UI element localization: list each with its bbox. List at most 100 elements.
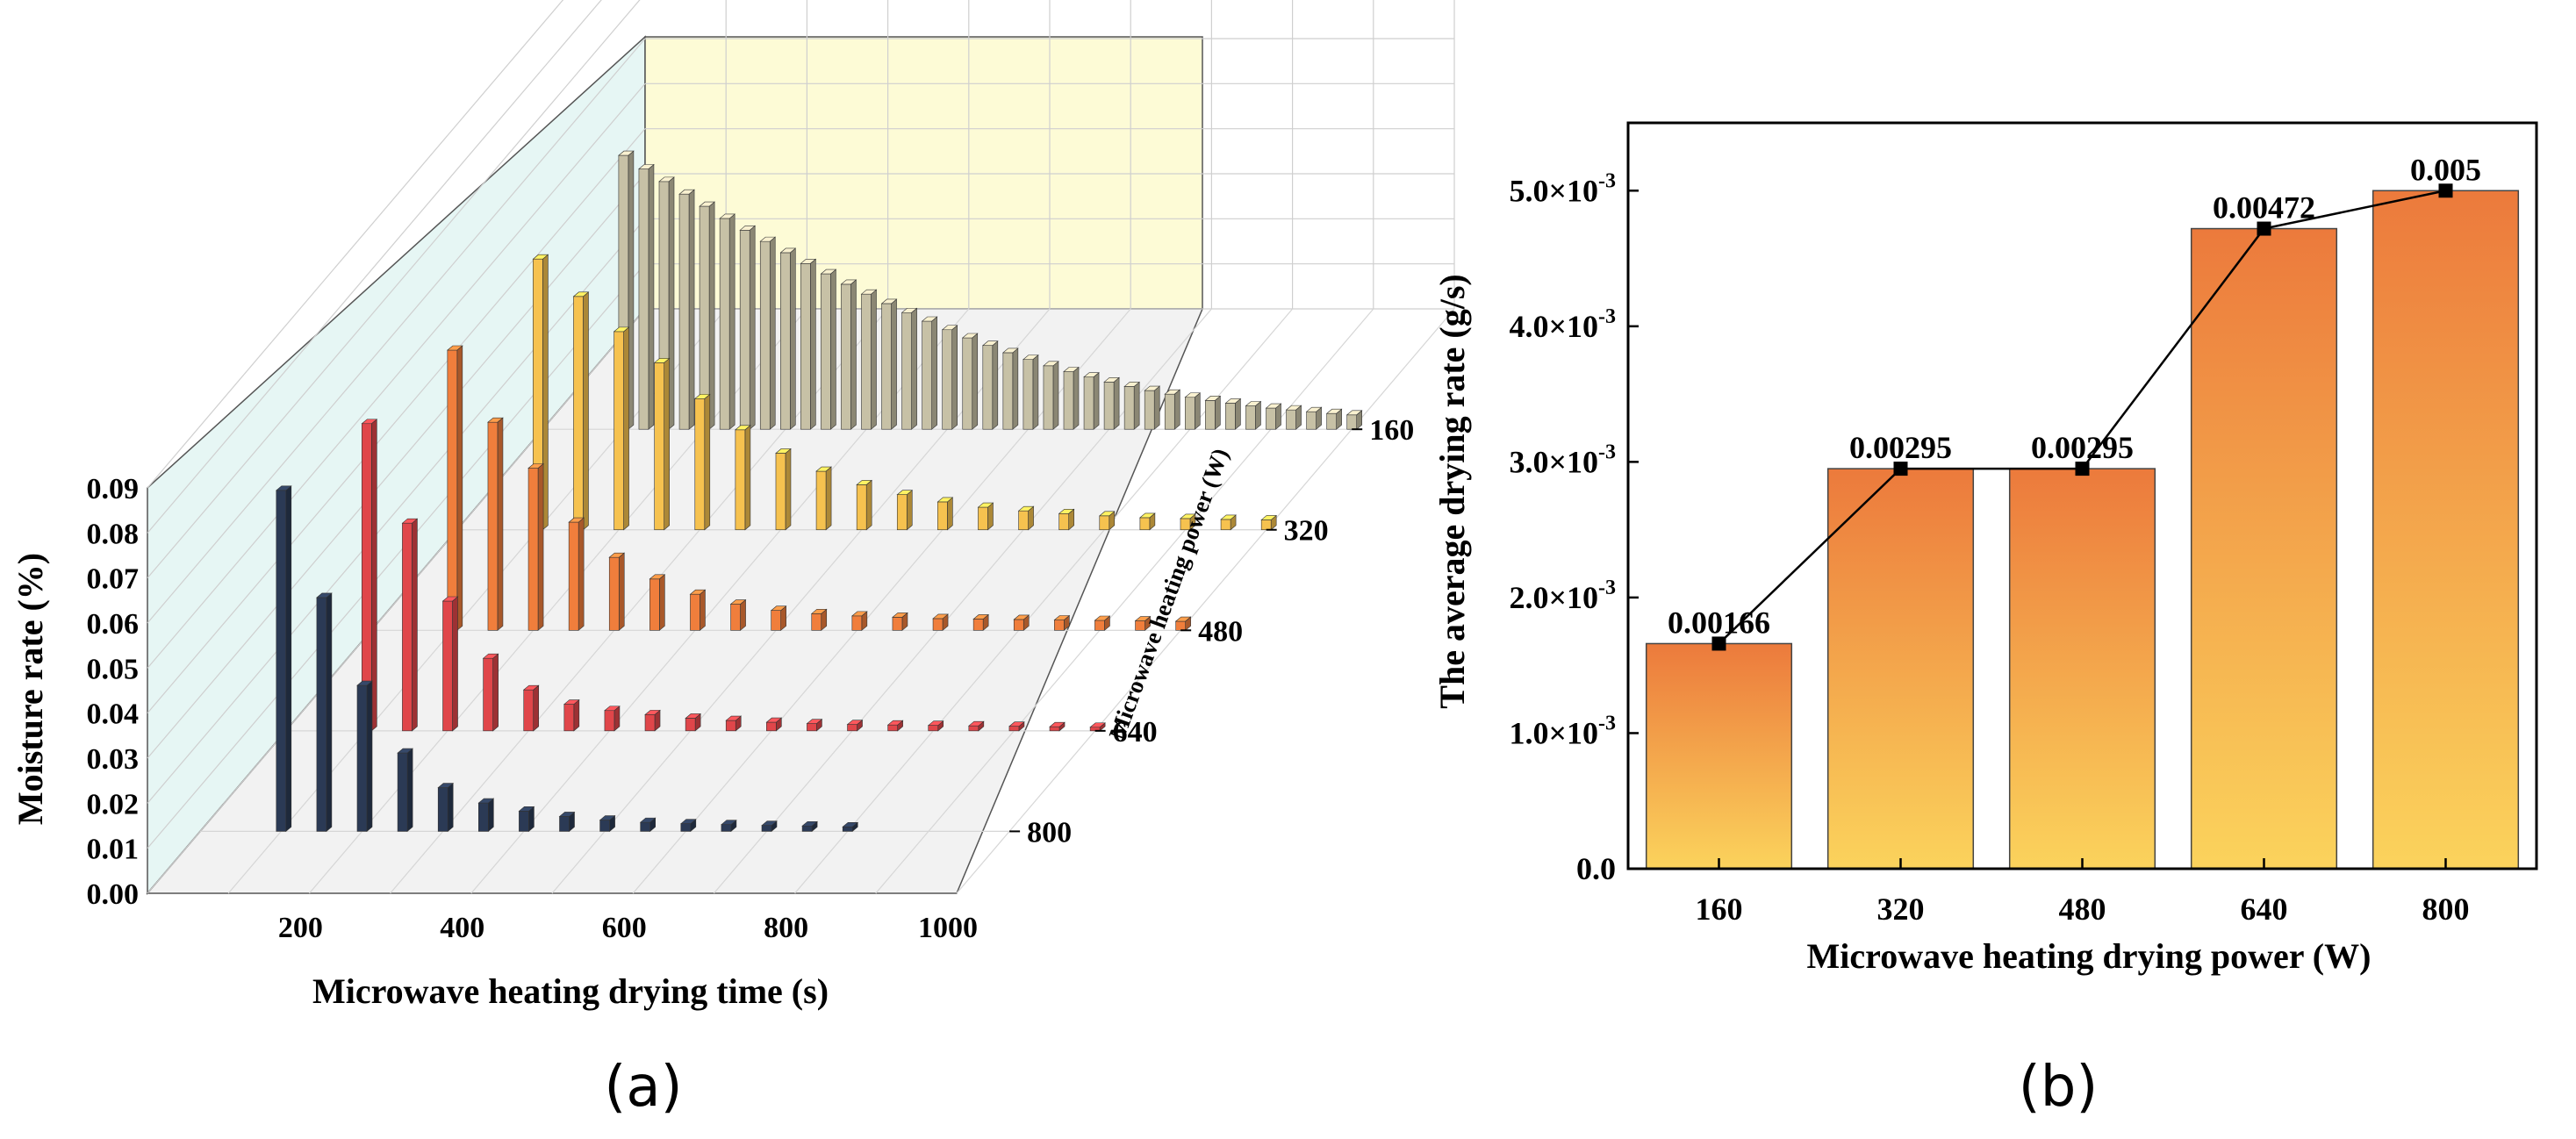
bar-top <box>532 254 549 260</box>
bar-front <box>568 521 579 631</box>
bar-top <box>1184 392 1202 398</box>
bar-top <box>1008 721 1025 727</box>
bar-3d <box>761 820 778 833</box>
bar-side <box>623 326 629 531</box>
bar-top <box>649 574 666 580</box>
bar-3d <box>1094 615 1111 631</box>
bar-top <box>1013 614 1030 620</box>
bar-side <box>488 798 494 833</box>
bar-side <box>992 340 999 430</box>
bar <box>2190 227 2338 870</box>
bar-front <box>1326 412 1337 430</box>
z-tick-label: 480 <box>1198 615 1243 648</box>
bar-top <box>1180 513 1196 519</box>
bar-top <box>361 419 378 425</box>
bar-3d <box>880 298 898 430</box>
bar-top <box>1204 396 1222 401</box>
bar-3d <box>981 340 999 430</box>
bar-3d <box>820 269 837 430</box>
bar-top <box>856 480 873 485</box>
x-tick-label: 200 <box>278 912 323 944</box>
bar-3d <box>518 806 535 833</box>
bar-front <box>523 689 535 732</box>
bar-front <box>811 613 822 631</box>
bar-front <box>901 312 912 430</box>
bar-front <box>842 826 853 832</box>
bar-top <box>441 596 459 602</box>
bar-3d <box>1123 381 1140 430</box>
gridline <box>147 0 564 489</box>
bar-top <box>981 340 999 347</box>
bar-front <box>1063 371 1074 430</box>
bar-3d <box>401 518 419 732</box>
bar-side <box>1052 361 1059 430</box>
bar-3d <box>699 201 715 430</box>
chart-b-ylabel: The average drying rate (g/s) <box>1432 274 1472 708</box>
bar-top <box>972 614 989 620</box>
chart-b-value-labels: 0.00166 0.00295 0.00295 0.00472 0.005 <box>1668 152 2481 640</box>
bar-side <box>825 466 832 531</box>
bar-3d <box>972 613 989 631</box>
bar-top <box>842 821 859 827</box>
bar-front <box>1205 400 1216 430</box>
bar-front <box>694 398 706 531</box>
bar-front <box>1043 365 1054 430</box>
bar-3d <box>604 706 621 732</box>
bar-3d <box>563 698 580 732</box>
bar-side <box>785 448 792 531</box>
bar-front <box>1018 510 1029 531</box>
gridline <box>956 308 1455 894</box>
bar-3d <box>896 490 914 531</box>
bar-side <box>728 213 735 430</box>
bar-side <box>1093 372 1100 430</box>
chart-b-frame <box>1626 121 2538 870</box>
bar-top <box>1305 406 1323 412</box>
bar-top <box>1063 367 1080 372</box>
bar <box>1826 468 1975 870</box>
bar-front <box>678 193 690 430</box>
bar-3d <box>522 684 540 732</box>
bar-3d <box>1103 376 1120 430</box>
bar-front <box>680 823 692 832</box>
bar-top <box>1002 347 1019 354</box>
bar-top <box>719 213 735 219</box>
bar-front <box>478 802 489 832</box>
bar-3d <box>1017 505 1035 531</box>
bar-top <box>1144 385 1161 391</box>
x-tick-label: 400 <box>440 912 484 944</box>
bar-3d <box>1139 512 1156 531</box>
bar-top <box>1245 401 1262 406</box>
bar-3d <box>1180 513 1196 531</box>
gridline <box>147 128 646 714</box>
bar-front <box>719 218 730 430</box>
bar-front <box>1083 376 1094 430</box>
x-tick-label: 480 <box>2059 892 2106 927</box>
bar-front <box>775 453 786 531</box>
bar-side <box>1113 376 1120 430</box>
bar-top <box>1220 514 1237 520</box>
bar-3d <box>1224 398 1242 430</box>
bar-side <box>951 325 958 430</box>
bar-3d <box>810 608 828 631</box>
bar-side <box>1215 395 1221 430</box>
bar-side <box>366 680 373 833</box>
bar-front <box>1054 620 1065 631</box>
bar-front <box>847 724 857 732</box>
x-tick-label: 600 <box>602 912 647 944</box>
bar-front <box>640 821 651 832</box>
bar-top <box>437 783 455 788</box>
bar-top <box>316 592 333 598</box>
chart-b: 0.00166 0.00295 0.00295 0.00472 0.005 160 320… <box>1432 121 2538 1120</box>
bar-3d <box>1013 614 1030 631</box>
bar-top <box>608 552 626 558</box>
bar-front <box>276 490 287 832</box>
bar-top <box>815 466 832 472</box>
bar-side <box>810 258 816 430</box>
bar-top <box>806 719 823 724</box>
bar-top <box>1083 372 1100 377</box>
bar-top <box>1265 403 1282 409</box>
bar-side <box>1073 366 1080 430</box>
bar-3d <box>719 213 735 430</box>
bar-front <box>1049 726 1060 732</box>
bar-top <box>1325 408 1343 414</box>
